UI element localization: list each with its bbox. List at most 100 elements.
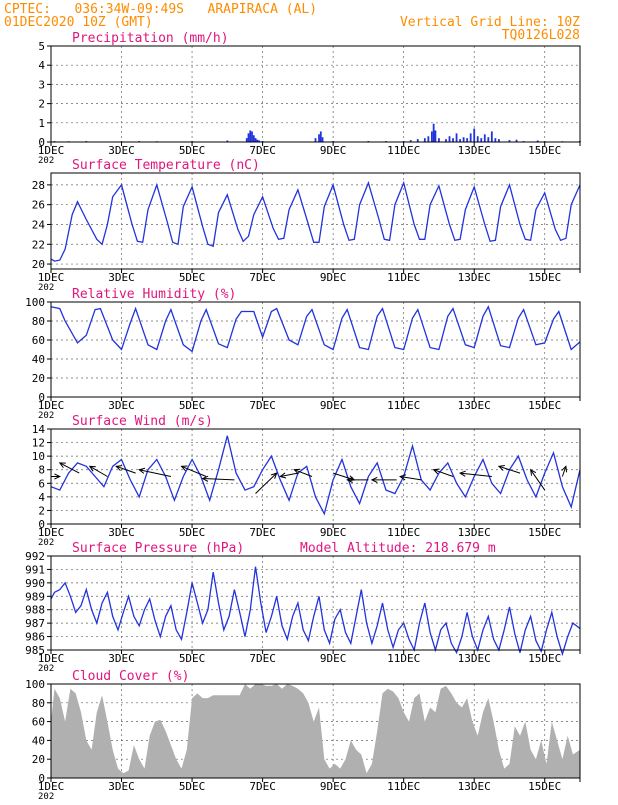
wind-arrow-head bbox=[497, 464, 505, 471]
precip-bar bbox=[494, 138, 497, 142]
x-tick-label: 9DEC bbox=[320, 652, 347, 665]
x-tick-label: 1DEC bbox=[38, 271, 65, 284]
x-tick-label: 15DEC bbox=[528, 399, 561, 412]
y-tick-label: 991 bbox=[25, 563, 45, 576]
y-tick-label: 8 bbox=[38, 464, 45, 477]
cloud-panel-title: Cloud Cover (%) bbox=[72, 669, 189, 684]
precip-bar bbox=[466, 138, 469, 142]
precip-bar bbox=[515, 139, 518, 142]
precip-bar bbox=[434, 130, 437, 142]
x-tick-label: 5DEC bbox=[179, 652, 206, 665]
y-tick-label: 985 bbox=[25, 644, 45, 657]
precip-bar bbox=[416, 139, 419, 142]
x-tick-label: 3DEC bbox=[108, 144, 135, 157]
header-datetime: 01DEC2020 10Z (GMT) bbox=[4, 15, 153, 30]
x-tick-label: 1DEC bbox=[38, 780, 65, 793]
precip-bar bbox=[409, 140, 412, 142]
rh-series-line bbox=[50, 305, 581, 353]
wind-arrow-head bbox=[115, 465, 123, 471]
wind-arrow-shaft bbox=[181, 465, 207, 477]
header-model-code: TQ0126L028 bbox=[502, 28, 580, 43]
precip-bar bbox=[445, 139, 447, 142]
x-tick-label: 15DEC bbox=[528, 271, 561, 284]
y-tick-label: 100 bbox=[25, 678, 45, 691]
x-tick-label: 13DEC bbox=[458, 399, 491, 412]
y-tick-label: 28 bbox=[32, 179, 45, 192]
x-tick-label: 7DEC bbox=[249, 399, 276, 412]
x-tick-label: 3DEC bbox=[108, 652, 135, 665]
wind-arrow-head bbox=[201, 475, 209, 482]
wind-arrow-head bbox=[561, 465, 568, 473]
precip-bar bbox=[245, 138, 248, 142]
x-year-fragment: 202 bbox=[38, 283, 54, 293]
y-tick-label: 20 bbox=[32, 753, 45, 766]
wind-arrow-head bbox=[180, 465, 188, 472]
x-year-fragment: 202 bbox=[38, 156, 54, 166]
rh-panel: 0 20 40 60 80 100 1DEC 3DEC 5DEC 7DEC 9DEC 11DEC 13D… bbox=[25, 287, 581, 421]
wind-arrow-head bbox=[370, 476, 378, 483]
precip-bar bbox=[438, 138, 440, 142]
wind-arrow-head bbox=[138, 467, 146, 474]
x-tick-label: 11DEC bbox=[387, 144, 420, 157]
y-tick-label: 0 bbox=[38, 772, 45, 785]
y-tick-label: 60 bbox=[32, 334, 45, 347]
wind-arrow-shaft bbox=[139, 469, 172, 477]
x-tick-label: 15DEC bbox=[528, 780, 561, 793]
y-tick-label: 988 bbox=[25, 604, 45, 617]
x-year-fragment: 202 bbox=[38, 792, 54, 800]
precip-bar bbox=[432, 123, 435, 142]
x-tick-label: 9DEC bbox=[320, 780, 347, 793]
wind-arrow-shaft bbox=[433, 469, 454, 477]
y-tick-label: 60 bbox=[32, 716, 45, 729]
y-tick-label: 987 bbox=[25, 617, 45, 630]
x-tick-label: 5DEC bbox=[179, 144, 206, 157]
y-tick-label: 10 bbox=[32, 450, 45, 463]
x-tick-label: 5DEC bbox=[179, 399, 206, 412]
x-tick-label: 3DEC bbox=[108, 526, 135, 539]
x-tick-label: 3DEC bbox=[108, 271, 135, 284]
precip-bar bbox=[254, 138, 257, 142]
precip-bar bbox=[314, 138, 317, 142]
y-tick-label: 990 bbox=[25, 577, 45, 590]
x-tick-label: 9DEC bbox=[320, 144, 347, 157]
precip-bar bbox=[423, 138, 426, 142]
x-tick-label: 7DEC bbox=[249, 271, 276, 284]
wind-arrow-head bbox=[54, 473, 61, 480]
x-tick-label: 11DEC bbox=[387, 780, 420, 793]
header-grid-line-info: Vertical Grid Line: 10Z bbox=[400, 15, 580, 30]
wind-arrow-head bbox=[58, 462, 66, 469]
y-tick-label: 0 bbox=[38, 391, 45, 404]
precip-bar bbox=[256, 139, 259, 142]
x-tick-label: 11DEC bbox=[387, 652, 420, 665]
model-altitude-label: Model Altitude: 218.679 m bbox=[300, 541, 496, 556]
precip-bar bbox=[252, 135, 255, 142]
y-tick-label: 2 bbox=[38, 98, 45, 111]
x-tick-label: 13DEC bbox=[458, 144, 491, 157]
y-tick-label: 986 bbox=[25, 631, 45, 644]
wind-arrow-shaft bbox=[280, 472, 298, 477]
y-tick-label: 0 bbox=[38, 136, 45, 149]
x-tick-label: 1DEC bbox=[38, 652, 65, 665]
x-tick-label: 1DEC bbox=[38, 144, 65, 157]
x-tick-label: 13DEC bbox=[458, 526, 491, 539]
precip-bar bbox=[247, 133, 250, 142]
x-tick-label: 13DEC bbox=[458, 652, 491, 665]
precip-bar bbox=[455, 133, 458, 142]
wind-arrow-head bbox=[458, 470, 466, 477]
wind-series-line bbox=[50, 435, 581, 516]
panel-frame bbox=[50, 172, 581, 270]
y-tick-label: 6 bbox=[38, 477, 45, 490]
precip-panel-title: Precipitation (mm/h) bbox=[72, 31, 229, 46]
precip-bar bbox=[476, 136, 479, 142]
x-tick-label: 7DEC bbox=[249, 526, 276, 539]
cloud-cover-area bbox=[51, 684, 580, 778]
wind-arrow-head bbox=[432, 468, 440, 475]
y-tick-label: 80 bbox=[32, 315, 45, 328]
y-tick-label: 24 bbox=[32, 218, 46, 231]
precip-bar bbox=[490, 131, 493, 142]
x-tick-label: 7DEC bbox=[249, 144, 276, 157]
wind-arrow-shaft bbox=[460, 472, 492, 477]
wind-arrow-shaft bbox=[116, 465, 136, 474]
